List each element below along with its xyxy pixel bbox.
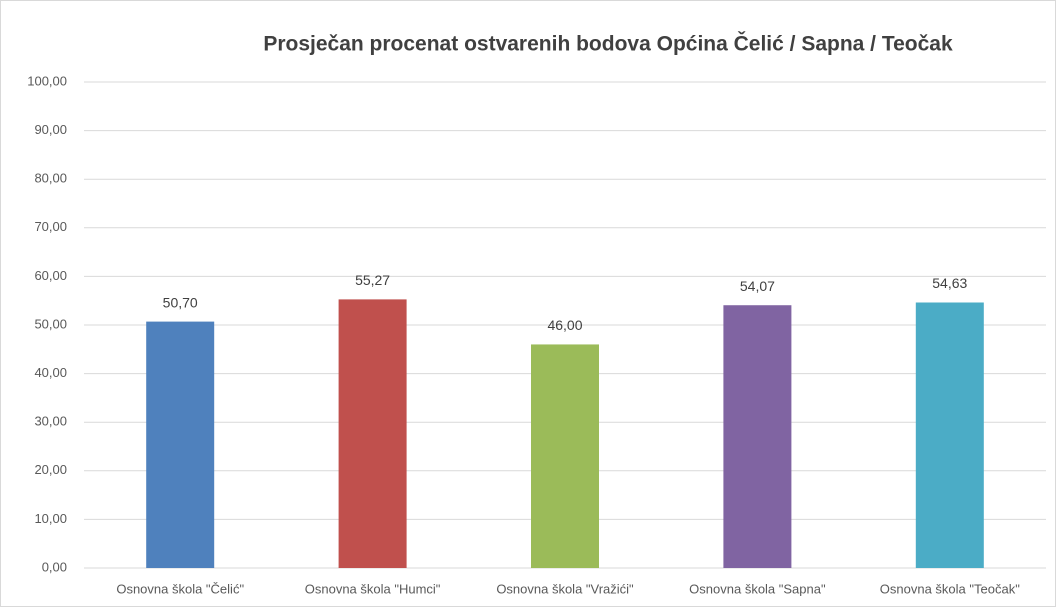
- data-label: 55,27: [355, 272, 390, 288]
- bar: [531, 344, 599, 568]
- y-tick-label: 50,00: [34, 316, 67, 331]
- data-label: 50,70: [163, 294, 198, 310]
- bar: [146, 321, 215, 568]
- y-tick-label: 100,00: [27, 73, 67, 88]
- chart-title: Prosječan procenat ostvarenih bodova Opć…: [263, 32, 953, 56]
- x-tick-label: Osnovna škola "Sapna": [689, 581, 826, 596]
- bar: [338, 299, 407, 568]
- y-tick-label: 90,00: [34, 122, 67, 137]
- x-tick-label: Osnovna škola "Čelić": [116, 581, 244, 596]
- y-tick-label: 10,00: [34, 511, 67, 526]
- y-tick-label: 40,00: [34, 365, 67, 380]
- y-tick-label: 30,00: [34, 414, 67, 429]
- bar: [915, 302, 984, 568]
- y-tick-label: 60,00: [34, 268, 67, 283]
- x-tick-label: Osnovna škola "Vražići": [496, 581, 634, 596]
- x-tick-label: Osnovna škola "Humci": [305, 581, 441, 596]
- bar: [723, 305, 792, 568]
- y-tick-label: 70,00: [34, 219, 67, 234]
- x-tick-label: Osnovna škola "Teočak": [880, 581, 1020, 596]
- y-tick-label: 0,00: [42, 559, 67, 574]
- y-tick-label: 80,00: [34, 171, 67, 186]
- data-label: 54,07: [740, 278, 775, 294]
- data-label: 46,00: [547, 317, 582, 333]
- data-label: 54,63: [932, 275, 967, 291]
- y-tick-label: 20,00: [34, 462, 67, 477]
